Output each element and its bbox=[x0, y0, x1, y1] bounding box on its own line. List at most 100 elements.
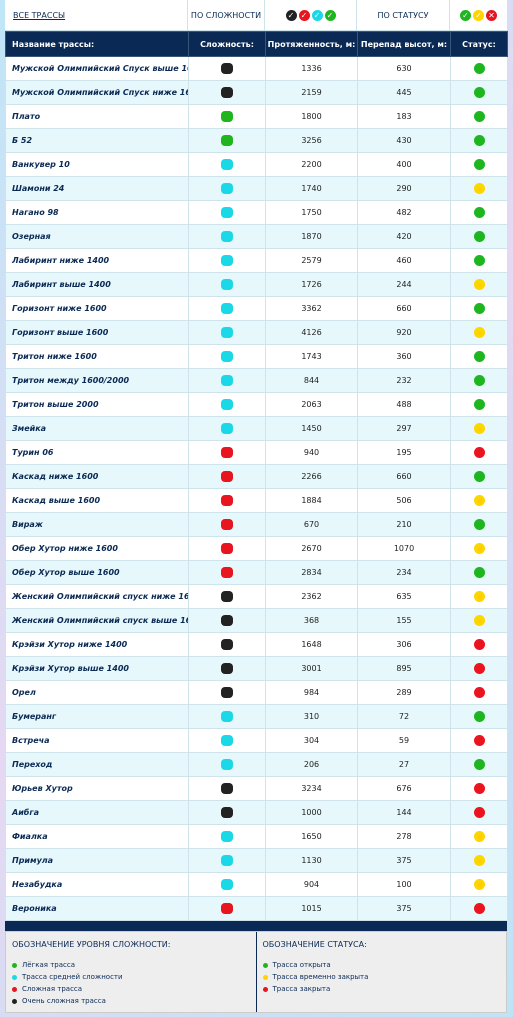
track-name: Змейка bbox=[5, 416, 189, 441]
status-cell bbox=[450, 344, 508, 369]
legend-dot bbox=[262, 974, 268, 980]
header-row: Название трассы: Сложность: Протяженность,… bbox=[5, 31, 508, 57]
legend-dot bbox=[12, 962, 17, 968]
track-name: Крэйзи Хутор выше 1400 bbox=[5, 656, 189, 681]
difficulty-cell bbox=[188, 104, 266, 129]
status-cell bbox=[450, 872, 508, 897]
track-drop: 488 bbox=[357, 392, 451, 417]
difficulty-cell bbox=[188, 200, 266, 225]
toggle-temp[interactable]: ✓ bbox=[473, 9, 484, 21]
track-length: 1015 bbox=[265, 896, 358, 921]
difficulty-dot bbox=[221, 87, 233, 98]
legend-dot bbox=[12, 974, 17, 980]
track-drop: 210 bbox=[357, 512, 451, 537]
difficulty-cell bbox=[188, 392, 266, 417]
legend-label: Трасса средней сложности bbox=[22, 973, 123, 981]
table-row: Обер Хутор выше 1600 2834 234 bbox=[5, 560, 508, 585]
difficulty-cell bbox=[188, 800, 266, 825]
column-header: Статус: bbox=[450, 31, 508, 57]
difficulty-dot bbox=[221, 351, 233, 362]
difficulty-cell bbox=[188, 128, 266, 153]
difficulty-cell bbox=[188, 872, 266, 897]
track-drop: 445 bbox=[357, 80, 451, 105]
track-drop: 289 bbox=[357, 680, 451, 705]
track-name: Переход bbox=[5, 752, 189, 777]
difficulty-cell bbox=[188, 224, 266, 249]
toggle-cyan[interactable]: ✓ bbox=[311, 9, 323, 21]
status-cell bbox=[450, 440, 508, 465]
track-length: 3001 bbox=[265, 656, 358, 681]
status-cell bbox=[450, 224, 508, 249]
track-name: Орел bbox=[5, 680, 189, 705]
difficulty-toggles: ✓ ✓ ✓ ✓ bbox=[265, 0, 357, 30]
status-dot bbox=[473, 831, 485, 842]
difficulty-cell bbox=[188, 320, 266, 345]
track-drop: 144 bbox=[357, 800, 451, 825]
toggle-black[interactable]: ✓ bbox=[285, 9, 297, 21]
table-row: Обер Хутор ниже 1600 2670 1070 bbox=[5, 536, 508, 561]
track-drop: 920 bbox=[357, 320, 451, 345]
status-cell bbox=[450, 368, 508, 393]
track-name: Юрьев Хутор bbox=[5, 776, 189, 801]
toggle-closed[interactable]: ✕ bbox=[486, 9, 497, 21]
status-cell bbox=[450, 632, 508, 657]
track-drop: 895 bbox=[357, 656, 451, 681]
status-dot bbox=[473, 327, 485, 338]
track-drop: 290 bbox=[357, 176, 451, 201]
track-name: Лабиринт выше 1400 bbox=[5, 272, 189, 297]
track-length: 1740 bbox=[265, 176, 358, 201]
track-length: 2579 bbox=[265, 248, 358, 273]
difficulty-dot bbox=[221, 615, 233, 626]
status-dot bbox=[473, 183, 485, 194]
track-length: 2670 bbox=[265, 536, 358, 561]
difficulty-dot bbox=[221, 543, 233, 554]
legend-dot bbox=[262, 962, 268, 968]
track-name: Вираж bbox=[5, 512, 189, 537]
track-name: Плато bbox=[5, 104, 189, 129]
status-cell bbox=[450, 272, 508, 297]
status-toggles: ✓ ✓ ✕ bbox=[450, 0, 507, 30]
track-name: Женский Олимпийский спуск ниже 1600 bbox=[5, 584, 189, 609]
table-row: Вероника 1015 375 bbox=[5, 896, 508, 921]
table-row: Орел 984 289 bbox=[5, 680, 508, 705]
difficulty-cell bbox=[188, 80, 266, 105]
track-length: 1130 bbox=[265, 848, 358, 873]
footer-band bbox=[5, 921, 507, 931]
filter-all[interactable]: ВСЕ ТРАССЫ bbox=[13, 10, 66, 20]
track-length: 2834 bbox=[265, 560, 358, 585]
table-row: Женский Олимпийский спуск ниже 1600 2362 6… bbox=[5, 584, 508, 609]
difficulty-cell bbox=[188, 296, 266, 321]
toggle-red[interactable]: ✓ bbox=[298, 9, 310, 21]
difficulty-dot bbox=[221, 591, 233, 602]
table-row: Нагано 98 1750 482 bbox=[5, 200, 508, 225]
column-header: Сложность: bbox=[188, 31, 266, 57]
table-row: Мужской Олимпийский Спуск выше 1600 1336 6… bbox=[5, 56, 508, 81]
track-drop: 72 bbox=[357, 704, 451, 729]
status-cell bbox=[450, 416, 508, 441]
filter-cell: ВСЕ ТРАССЫ bbox=[5, 0, 188, 30]
table-row: Незабудка 904 100 bbox=[5, 872, 508, 897]
track-drop: 27 bbox=[357, 752, 451, 777]
status-cell bbox=[450, 128, 508, 153]
track-drop: 155 bbox=[357, 608, 451, 633]
legend: ОБОЗНАЧЕНИЕ УРОВНЯ СЛОЖНОСТИ: Лёгкая трас… bbox=[5, 931, 507, 1013]
table-row: Мужской Олимпийский Спуск ниже 1600 2159 4… bbox=[5, 80, 508, 105]
difficulty-dot bbox=[221, 495, 233, 506]
track-length: 1743 bbox=[265, 344, 358, 369]
table-row: Каскад ниже 1600 2266 660 bbox=[5, 464, 508, 489]
toggle-green[interactable]: ✓ bbox=[324, 9, 336, 21]
track-name: Каскад выше 1600 bbox=[5, 488, 189, 513]
status-cell bbox=[450, 896, 508, 921]
status-dot bbox=[473, 639, 485, 650]
legend-item: Трасса средней сложности bbox=[12, 971, 250, 983]
filter-difficulty[interactable]: ПО СЛОЖНОСТИ bbox=[190, 10, 262, 20]
table-row: Переход 206 27 bbox=[5, 752, 508, 777]
filter-status[interactable]: ПО СТАТУСУ bbox=[377, 10, 429, 20]
difficulty-cell bbox=[188, 344, 266, 369]
difficulty-cell bbox=[188, 176, 266, 201]
rates-widget: ВСЕ ТРАССЫ ПО СЛОЖНОСТИ ✓ ✓ ✓ ✓ ПО СТАТУ… bbox=[5, 0, 508, 1013]
toggle-open[interactable]: ✓ bbox=[460, 9, 471, 21]
column-header: Перепад высот, м: bbox=[357, 31, 451, 57]
legend-dot bbox=[12, 998, 17, 1004]
track-drop: 660 bbox=[357, 464, 451, 489]
